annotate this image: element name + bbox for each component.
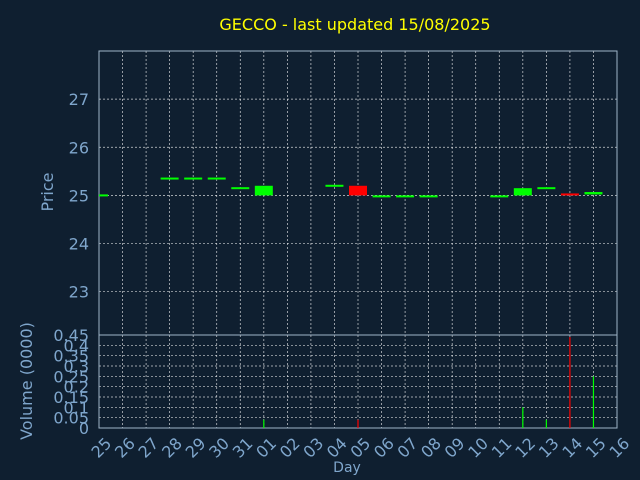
candle [99,194,108,197]
candle [396,195,415,198]
candles [99,177,603,198]
x-tick-label: 16 [605,434,633,462]
volume-y-tick-label: 0.2 [64,378,89,397]
volume-y-tick-label: 0.35 [53,347,89,366]
volume-axis-label: Volume (0000) [17,322,36,440]
volume-y-tick-label: 0 [79,419,89,438]
volume-y-tick-label: 0.1 [64,398,89,417]
candle [349,185,367,196]
candle [372,195,391,198]
volume-y-tick-label: 0.45 [53,326,89,345]
price-grid [98,51,618,335]
price-y-tick-label: 23 [69,283,89,302]
candle [325,184,344,187]
price-y-tick-label: 25 [69,186,89,205]
x-ticks: 2526272829303101020304050607080910111213… [87,434,633,462]
volume-y-tick-label: 0.05 [53,409,89,428]
candle [584,192,603,195]
volume-y-ticks: 00.050.10.150.20.250.30.350.40.45 [53,326,89,438]
volume-y-tick-label: 0.3 [64,357,89,376]
candle [160,177,179,180]
candle [560,193,579,196]
price-y-tick-label: 26 [69,138,89,157]
volume-bars [263,337,595,428]
x-axis-label: Day [333,460,361,476]
volume-y-tick-label: 0.4 [64,336,89,355]
volume-grid [98,334,618,429]
candle [513,188,532,196]
candle [207,177,226,180]
price-y-ticks: 23 24 25 26 27 [69,90,89,302]
price-axis-label: Price [38,172,57,211]
price-y-tick-label: 24 [69,235,89,254]
candle [537,187,556,190]
price-y-tick-label: 27 [69,90,89,109]
volume-y-tick-label: 0.25 [53,367,89,386]
candle [419,195,438,198]
candle [231,187,250,190]
candle [184,177,203,180]
candle [490,195,509,198]
candle [254,185,273,196]
chart-title: GECCO - last updated 15/08/2025 [219,15,490,34]
volume-y-tick-label: 0.15 [53,388,89,407]
